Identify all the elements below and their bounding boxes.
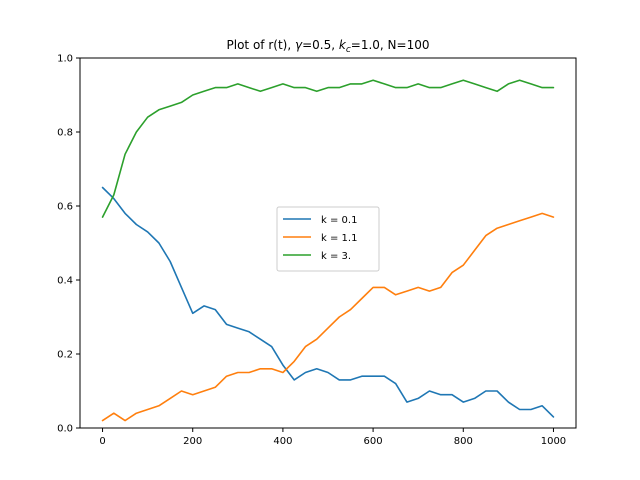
y-tick-label: 1.0 xyxy=(57,54,73,65)
series-line-1 xyxy=(101,186,555,418)
y-tick-label: 0.8 xyxy=(57,128,73,139)
x-tick-label: 1000 xyxy=(541,436,566,447)
chart-title: Plot of r(t), γ=0.5, kc=1.0, N=100 xyxy=(227,38,430,55)
y-tick-label: 0.2 xyxy=(57,350,73,361)
series-layer xyxy=(101,79,555,422)
x-tick-label: 800 xyxy=(454,436,473,447)
legend-label: k = 0.1 xyxy=(321,215,357,226)
plot-frame xyxy=(79,57,577,429)
x-tick-label: 600 xyxy=(364,436,383,447)
y-tick-label: 0.4 xyxy=(57,276,73,287)
y-axis: 0.0 0.2 0.4 0.6 0.8 1.0 xyxy=(57,54,80,435)
y-tick-label: 0.0 xyxy=(57,424,73,435)
legend: k = 0.1 k = 1.1 k = 3. xyxy=(276,206,380,272)
series-line-3 xyxy=(101,79,555,218)
x-tick-label: 400 xyxy=(273,436,292,447)
x-tick-label: 200 xyxy=(183,436,202,447)
x-tick-label: 0 xyxy=(99,436,105,447)
y-tick-label: 0.6 xyxy=(57,202,73,213)
legend-label: k = 3. xyxy=(321,251,351,262)
series-line-2 xyxy=(101,212,555,422)
x-axis: 0 200 400 600 800 1000 xyxy=(99,428,566,447)
legend-label: k = 1.1 xyxy=(321,233,357,244)
